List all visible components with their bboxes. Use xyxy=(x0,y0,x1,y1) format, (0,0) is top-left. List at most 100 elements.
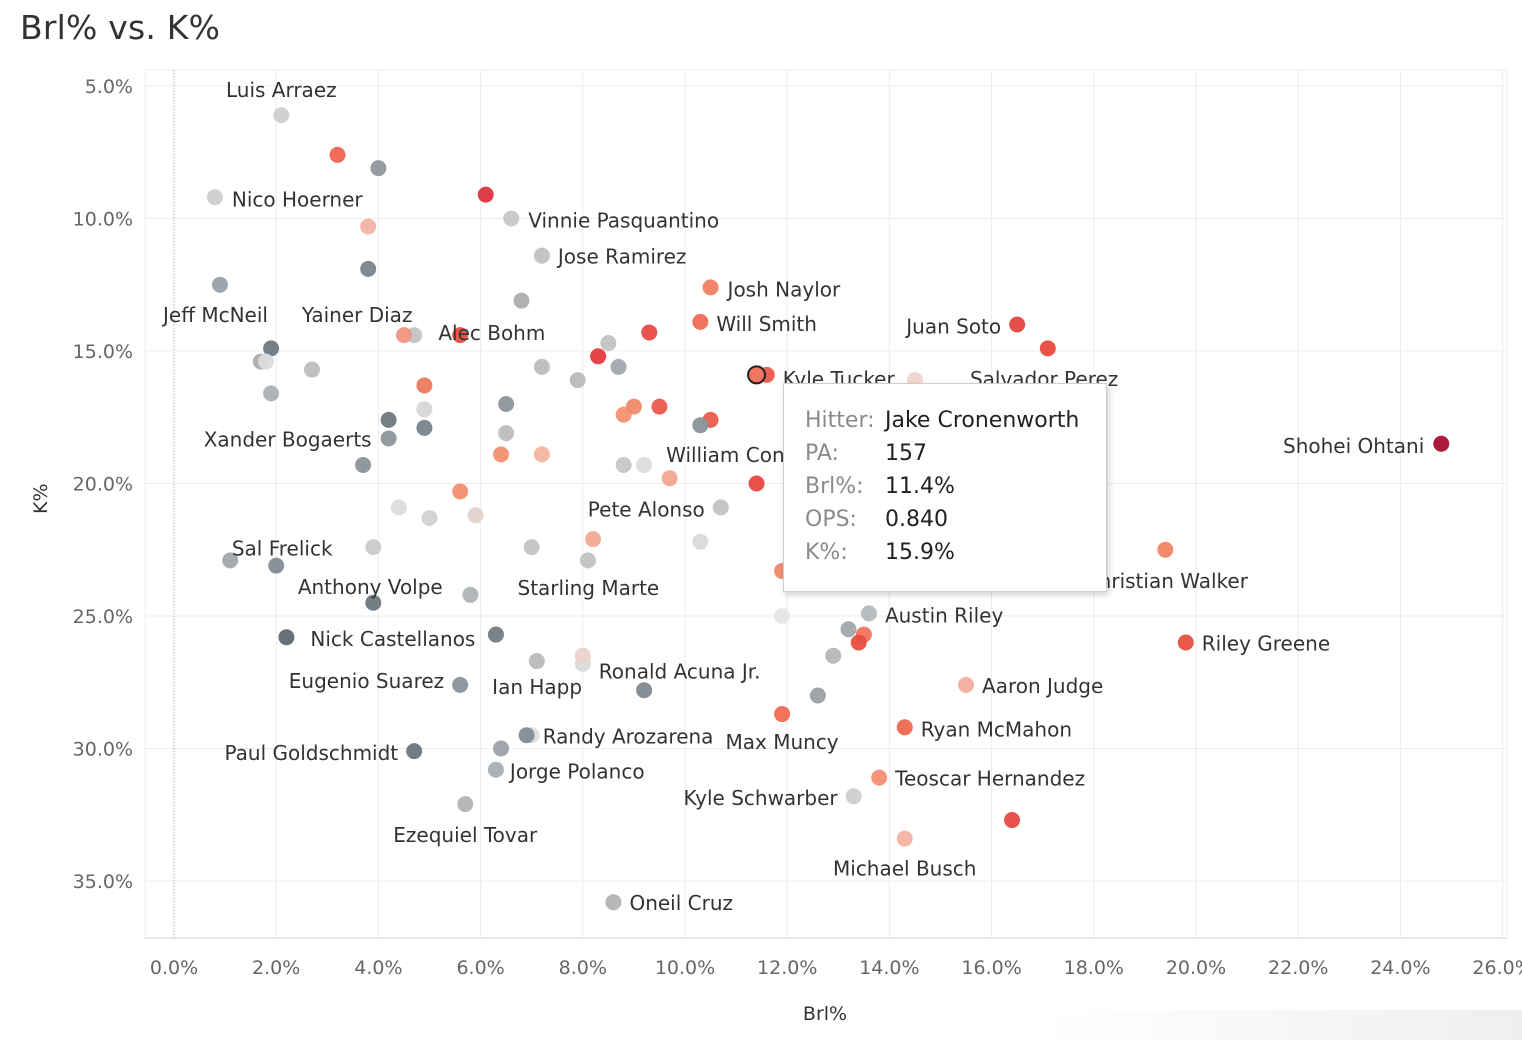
data-point xyxy=(406,743,423,760)
data-point xyxy=(748,475,765,492)
data-point xyxy=(641,324,658,341)
data-point xyxy=(365,539,382,556)
data-point xyxy=(303,361,320,378)
point-label: Jose Ramirez xyxy=(556,245,687,269)
x-tick-label: 6.0% xyxy=(456,957,504,979)
data-point xyxy=(712,499,729,516)
x-tick-label: 24.0% xyxy=(1370,957,1430,979)
x-tick-label: 20.0% xyxy=(1166,957,1226,979)
data-point xyxy=(390,499,407,516)
data-point xyxy=(1433,435,1450,452)
point-label: Ian Happ xyxy=(492,675,582,699)
tooltip-k-row: K%: 15.9% xyxy=(805,540,955,565)
y-tick-label: 25.0% xyxy=(73,606,133,628)
data-point xyxy=(268,557,285,574)
chart-title: Brl% vs. K% xyxy=(20,8,221,47)
x-tick-label: 2.0% xyxy=(252,957,300,979)
point-label: Ryan McMahon xyxy=(921,717,1072,741)
point-label: Christian Walker xyxy=(1085,569,1249,593)
data-point xyxy=(273,107,290,124)
point-label: Michael Busch xyxy=(833,857,976,881)
point-label: Max Muncy xyxy=(726,730,839,754)
data-point xyxy=(360,260,377,277)
point-label: Teoscar Hernandez xyxy=(894,767,1085,791)
x-tick-label: 0.0% xyxy=(150,957,198,979)
data-point xyxy=(498,425,515,442)
point-label: Oneil Cruz xyxy=(629,891,733,915)
point-tooltip: Hitter: Jake Cronenworth PA: 157 Brl%: 11.4… xyxy=(783,383,1107,592)
point-label: Jeff McNeil xyxy=(161,303,268,327)
data-point xyxy=(651,398,668,415)
point-label: Alec Bohm xyxy=(438,321,545,345)
data-point xyxy=(380,411,397,428)
data-point xyxy=(487,761,504,778)
point-label: Eugenio Suarez xyxy=(289,669,444,693)
data-point xyxy=(421,509,438,526)
data-point xyxy=(1157,541,1174,558)
data-point xyxy=(615,456,632,473)
data-point xyxy=(585,531,602,548)
y-tick-label: 35.0% xyxy=(73,871,133,893)
data-point xyxy=(958,676,975,693)
x-tick-label: 22.0% xyxy=(1268,957,1328,979)
point-label: Jorge Polanco xyxy=(508,760,645,784)
tooltip-ops-row: OPS: 0.840 xyxy=(805,507,948,532)
tooltip-brl-key: Brl%: xyxy=(805,474,864,499)
data-point xyxy=(840,621,857,638)
data-point xyxy=(365,594,382,611)
x-axis-title: Brl% xyxy=(802,1003,848,1025)
point-label: Kyle Schwarber xyxy=(683,786,838,810)
y-tick-label: 15.0% xyxy=(73,341,133,363)
data-point xyxy=(263,340,280,357)
data-point xyxy=(533,358,550,375)
data-point xyxy=(574,647,591,664)
point-label: Pete Alonso xyxy=(588,497,705,521)
data-point xyxy=(533,446,550,463)
data-point xyxy=(222,552,239,569)
data-point xyxy=(702,279,719,296)
data-point xyxy=(528,653,545,670)
point-label: Xander Bogaerts xyxy=(204,427,372,451)
data-point xyxy=(774,608,791,624)
point-label: Starling Marte xyxy=(518,576,660,600)
data-point xyxy=(487,626,504,643)
tooltip-pa-row: PA: 157 xyxy=(805,441,927,466)
data-point xyxy=(360,218,377,235)
y-tick-label: 5.0% xyxy=(85,76,133,98)
point-label: Riley Greene xyxy=(1202,632,1330,656)
data-point xyxy=(600,335,617,352)
data-point xyxy=(845,788,862,805)
tooltip-ops-value: 0.840 xyxy=(885,507,948,532)
data-point xyxy=(355,456,372,473)
data-point xyxy=(416,377,433,394)
data-point xyxy=(457,796,474,813)
tooltip-hitter-row: Hitter: Jake Cronenworth xyxy=(805,408,1079,433)
data-point xyxy=(263,385,280,402)
data-point xyxy=(661,470,678,487)
tooltip-pa-key: PA: xyxy=(805,441,839,466)
data-point xyxy=(610,358,627,375)
tooltip-hitter-value: Jake Cronenworth xyxy=(885,408,1080,433)
point-label: Nico Hoerner xyxy=(232,187,364,211)
data-point xyxy=(774,706,791,723)
point-label: Sal Frelick xyxy=(232,536,333,560)
data-point xyxy=(452,327,469,344)
point-label: Juan Soto xyxy=(904,315,1001,339)
point-label: Randy Arozarena xyxy=(543,724,714,748)
data-point xyxy=(206,189,223,206)
data-point xyxy=(850,634,867,651)
x-tick-label: 16.0% xyxy=(961,957,1021,979)
point-label: Paul Goldschmidt xyxy=(224,741,398,765)
tooltip-k-key: K%: xyxy=(805,540,848,565)
point-label: Nick Castellanos xyxy=(310,627,475,651)
highlighted-point xyxy=(747,365,767,385)
point-label: Luis Arraez xyxy=(226,78,337,102)
data-point xyxy=(462,586,479,603)
data-point xyxy=(498,396,515,412)
data-point xyxy=(605,894,622,911)
tooltip-pa-value: 157 xyxy=(885,441,927,466)
point-label: Ronald Acuna Jr. xyxy=(599,660,761,684)
x-tick-label: 14.0% xyxy=(859,957,919,979)
point-label: Will Smith xyxy=(716,312,817,336)
